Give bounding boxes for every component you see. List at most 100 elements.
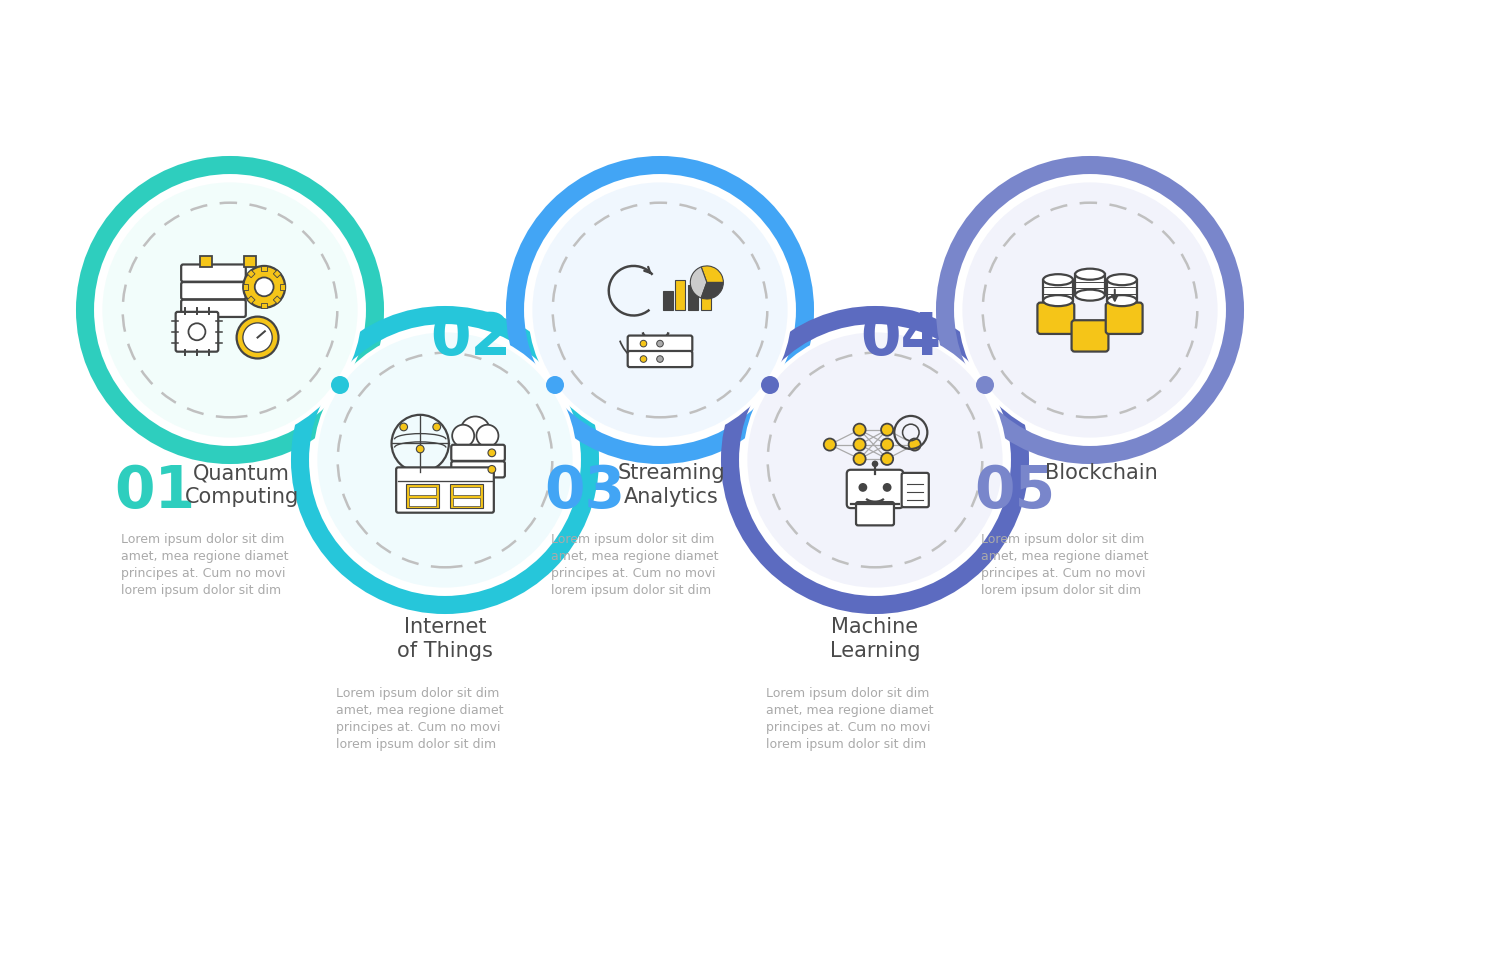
FancyBboxPatch shape: [451, 462, 505, 477]
Circle shape: [762, 376, 780, 394]
Wedge shape: [691, 267, 707, 298]
Circle shape: [854, 438, 866, 451]
Bar: [1075, 274, 1105, 295]
Bar: [1107, 279, 1137, 301]
Circle shape: [433, 423, 440, 431]
Circle shape: [854, 423, 866, 436]
Circle shape: [528, 178, 792, 442]
Text: Internet
of Things: Internet of Things: [397, 617, 493, 661]
FancyBboxPatch shape: [175, 312, 219, 352]
Bar: [449, 484, 484, 508]
Circle shape: [882, 483, 891, 492]
Circle shape: [489, 466, 496, 473]
Circle shape: [103, 182, 357, 438]
Bar: [243, 284, 249, 290]
Bar: [409, 487, 436, 495]
Ellipse shape: [1044, 295, 1072, 306]
FancyBboxPatch shape: [451, 445, 505, 461]
Circle shape: [881, 453, 893, 465]
Circle shape: [516, 165, 805, 455]
Ellipse shape: [1044, 274, 1072, 285]
Circle shape: [976, 376, 994, 394]
FancyBboxPatch shape: [627, 335, 692, 352]
Bar: [273, 270, 280, 277]
Circle shape: [909, 438, 921, 451]
Circle shape: [641, 356, 647, 363]
Bar: [454, 498, 480, 507]
Circle shape: [743, 328, 1007, 592]
Wedge shape: [701, 266, 724, 282]
Circle shape: [300, 315, 590, 605]
Circle shape: [243, 266, 285, 308]
Circle shape: [546, 376, 564, 394]
Text: Blockchain: Blockchain: [1045, 463, 1158, 483]
Circle shape: [958, 178, 1221, 442]
FancyBboxPatch shape: [1105, 303, 1143, 334]
Circle shape: [823, 438, 835, 451]
Bar: [406, 484, 439, 508]
Circle shape: [416, 445, 424, 453]
FancyBboxPatch shape: [181, 300, 246, 317]
Text: Lorem ipsum dolor sit dim
amet, mea regione diamet
principes at. Cum no movi
lor: Lorem ipsum dolor sit dim amet, mea regi…: [766, 687, 933, 751]
Bar: [688, 285, 698, 310]
Circle shape: [98, 178, 362, 442]
Text: Lorem ipsum dolor sit dim
amet, mea regione diamet
principes at. Cum no movi
lor: Lorem ipsum dolor sit dim amet, mea regi…: [336, 687, 504, 751]
Circle shape: [656, 356, 664, 363]
Circle shape: [519, 169, 808, 459]
Circle shape: [314, 328, 578, 592]
Circle shape: [748, 332, 1003, 588]
Text: Quantum
Computing: Quantum Computing: [184, 463, 299, 507]
Bar: [247, 270, 255, 277]
Text: Lorem ipsum dolor sit dim
amet, mea regione diamet
principes at. Cum no movi
lor: Lorem ipsum dolor sit dim amet, mea regi…: [982, 533, 1149, 597]
Circle shape: [255, 277, 273, 296]
Circle shape: [641, 340, 647, 347]
Bar: [273, 296, 280, 304]
Circle shape: [243, 322, 273, 352]
Circle shape: [330, 376, 348, 394]
Circle shape: [489, 449, 496, 457]
Ellipse shape: [1107, 295, 1137, 306]
Circle shape: [656, 340, 664, 347]
Text: 02: 02: [431, 310, 511, 367]
Bar: [454, 487, 480, 495]
Circle shape: [854, 453, 866, 465]
Bar: [1044, 279, 1072, 301]
FancyBboxPatch shape: [397, 467, 493, 513]
Text: 03: 03: [544, 463, 626, 520]
FancyBboxPatch shape: [1038, 303, 1074, 334]
Circle shape: [881, 423, 893, 436]
Bar: [280, 284, 285, 290]
Circle shape: [962, 182, 1217, 438]
Ellipse shape: [1107, 274, 1137, 285]
Text: Lorem ipsum dolor sit dim
amet, mea regione diamet
principes at. Cum no movi
lor: Lorem ipsum dolor sit dim amet, mea regi…: [552, 533, 719, 597]
Text: 01: 01: [115, 463, 195, 520]
FancyBboxPatch shape: [181, 265, 246, 281]
Circle shape: [460, 416, 490, 446]
Circle shape: [452, 424, 474, 447]
Ellipse shape: [1075, 269, 1105, 279]
Circle shape: [858, 483, 867, 492]
Bar: [261, 303, 267, 308]
Bar: [244, 256, 256, 267]
FancyBboxPatch shape: [1072, 320, 1108, 352]
FancyBboxPatch shape: [181, 282, 246, 299]
Text: 04: 04: [861, 310, 941, 367]
FancyBboxPatch shape: [627, 351, 692, 368]
Ellipse shape: [1075, 290, 1105, 301]
Circle shape: [477, 424, 499, 447]
Text: Streaming
Analytics: Streaming Analytics: [618, 463, 725, 507]
Circle shape: [949, 169, 1240, 459]
Circle shape: [881, 438, 893, 451]
Text: 05: 05: [974, 463, 1056, 520]
Circle shape: [400, 423, 407, 431]
Bar: [199, 256, 211, 267]
Circle shape: [872, 461, 878, 467]
Bar: [247, 296, 255, 304]
Bar: [701, 271, 710, 310]
Bar: [409, 498, 436, 507]
Text: Lorem ipsum dolor sit dim
amet, mea regione diamet
principes at. Cum no movi
lor: Lorem ipsum dolor sit dim amet, mea regi…: [121, 533, 288, 597]
Bar: [662, 291, 673, 310]
Circle shape: [946, 165, 1235, 455]
Circle shape: [734, 319, 1024, 609]
FancyBboxPatch shape: [857, 502, 894, 525]
